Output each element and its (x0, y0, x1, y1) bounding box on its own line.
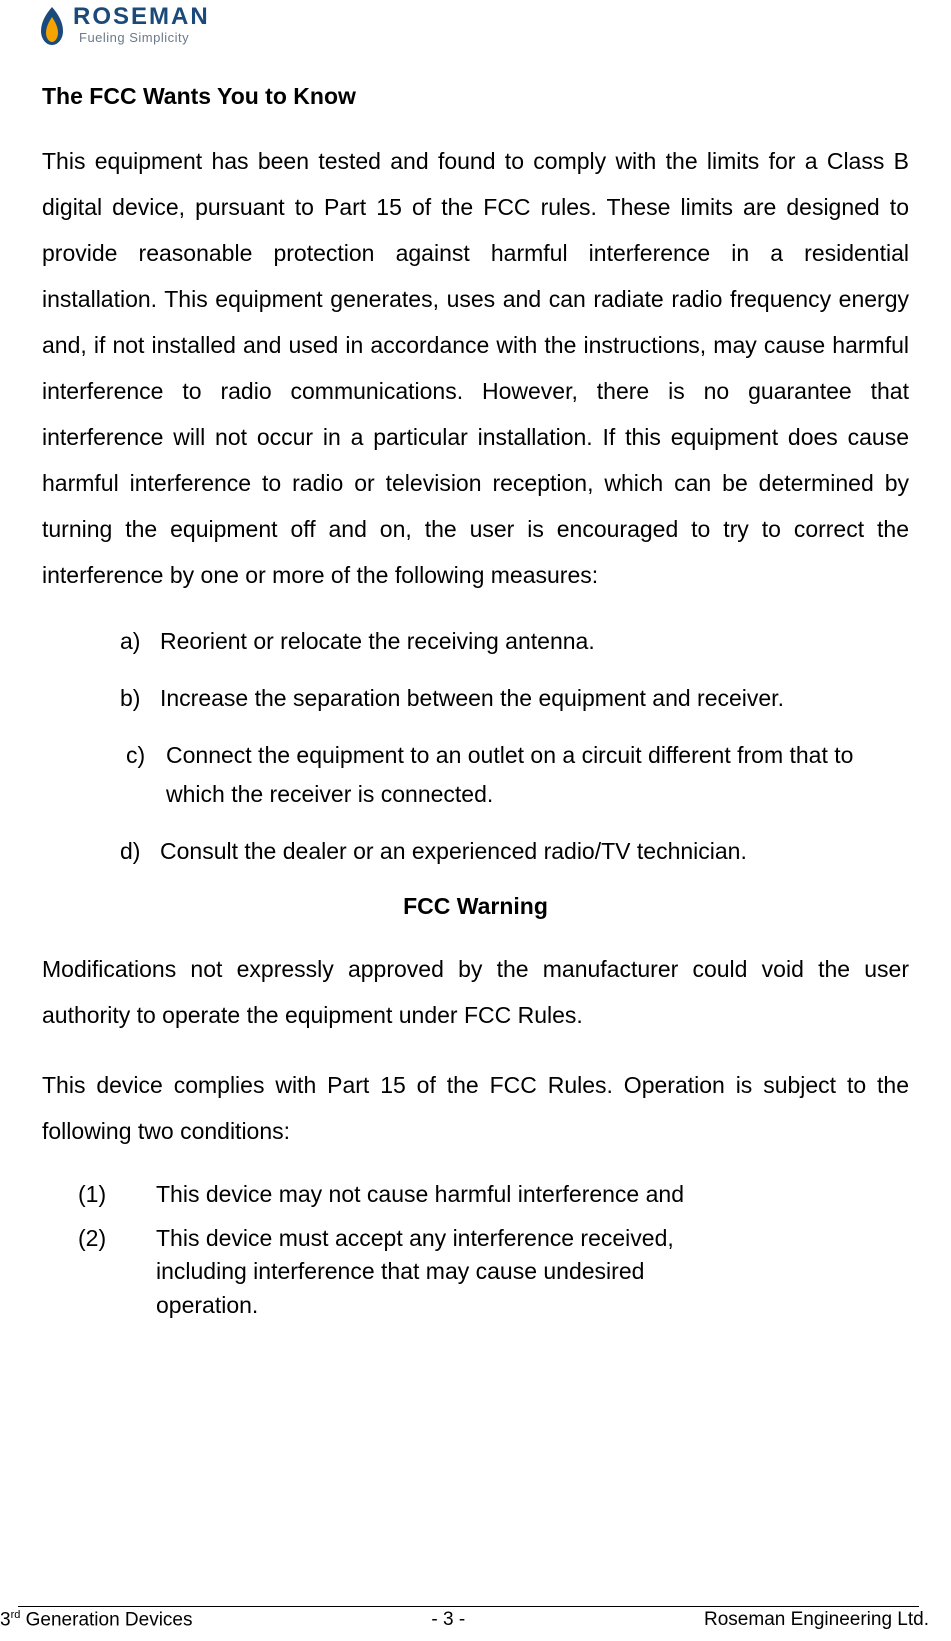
brand-tagline: Fueling Simplicity (79, 31, 210, 44)
list-item: (2) This device must accept any interfer… (78, 1222, 869, 1322)
footer-left-rest: Generation Devices (20, 1609, 192, 1630)
list-item: a) Reorient or relocate the receiving an… (120, 622, 889, 661)
conditions-list: (1) This device may not cause harmful in… (78, 1178, 869, 1321)
brand-logo-block: ROSEMAN Fueling Simplicity (37, 5, 909, 47)
fcc-warning-para2: This device complies with Part 15 of the… (42, 1062, 909, 1154)
footer-company: Roseman Engineering Ltd. (704, 1609, 929, 1631)
fcc-warning-para1: Modifications not expressly approved by … (42, 946, 909, 1038)
page-footer: 3rd Generation Devices - 3 - Roseman Eng… (0, 1606, 951, 1631)
item-text: Increase the separation between the equi… (160, 679, 889, 718)
item-text: This device may not cause harmful interf… (156, 1178, 716, 1211)
item-text: Reorient or relocate the receiving anten… (160, 622, 889, 661)
brand-logo: ROSEMAN Fueling Simplicity (37, 5, 909, 47)
list-item: (1) This device may not cause harmful in… (78, 1178, 869, 1211)
document-page: ROSEMAN Fueling Simplicity The FCC Wants… (0, 0, 951, 1560)
list-item: b) Increase the separation between the e… (120, 679, 889, 718)
item-marker: (1) (78, 1178, 156, 1211)
flame-icon (37, 5, 67, 47)
measures-list: a) Reorient or relocate the receiving an… (120, 622, 889, 871)
footer-page-number: - 3 - (431, 1609, 465, 1631)
footer-left-num: 3 (0, 1609, 11, 1630)
item-marker: b) (120, 679, 160, 718)
footer-rule (18, 1606, 919, 1607)
item-marker: (2) (78, 1222, 156, 1322)
brand-text: ROSEMAN Fueling Simplicity (73, 5, 210, 44)
item-marker: c) (126, 736, 166, 814)
item-marker: a) (120, 622, 160, 661)
item-marker: d) (120, 832, 160, 871)
fcc-know-title: The FCC Wants You to Know (42, 83, 909, 110)
item-text: Connect the equipment to an outlet on a … (166, 736, 889, 814)
list-item: c) Connect the equipment to an outlet on… (126, 736, 889, 814)
footer-left-ord: rd (11, 1609, 21, 1621)
item-text: This device must accept any interference… (156, 1222, 716, 1322)
brand-name: ROSEMAN (73, 5, 210, 29)
list-item: d) Consult the dealer or an experienced … (120, 832, 889, 871)
fcc-know-body: This equipment has been tested and found… (42, 138, 909, 598)
fcc-warning-title: FCC Warning (42, 893, 909, 920)
item-text: Consult the dealer or an experienced rad… (160, 832, 889, 871)
footer-row: 3rd Generation Devices - 3 - Roseman Eng… (0, 1609, 937, 1631)
footer-left: 3rd Generation Devices (0, 1609, 193, 1631)
